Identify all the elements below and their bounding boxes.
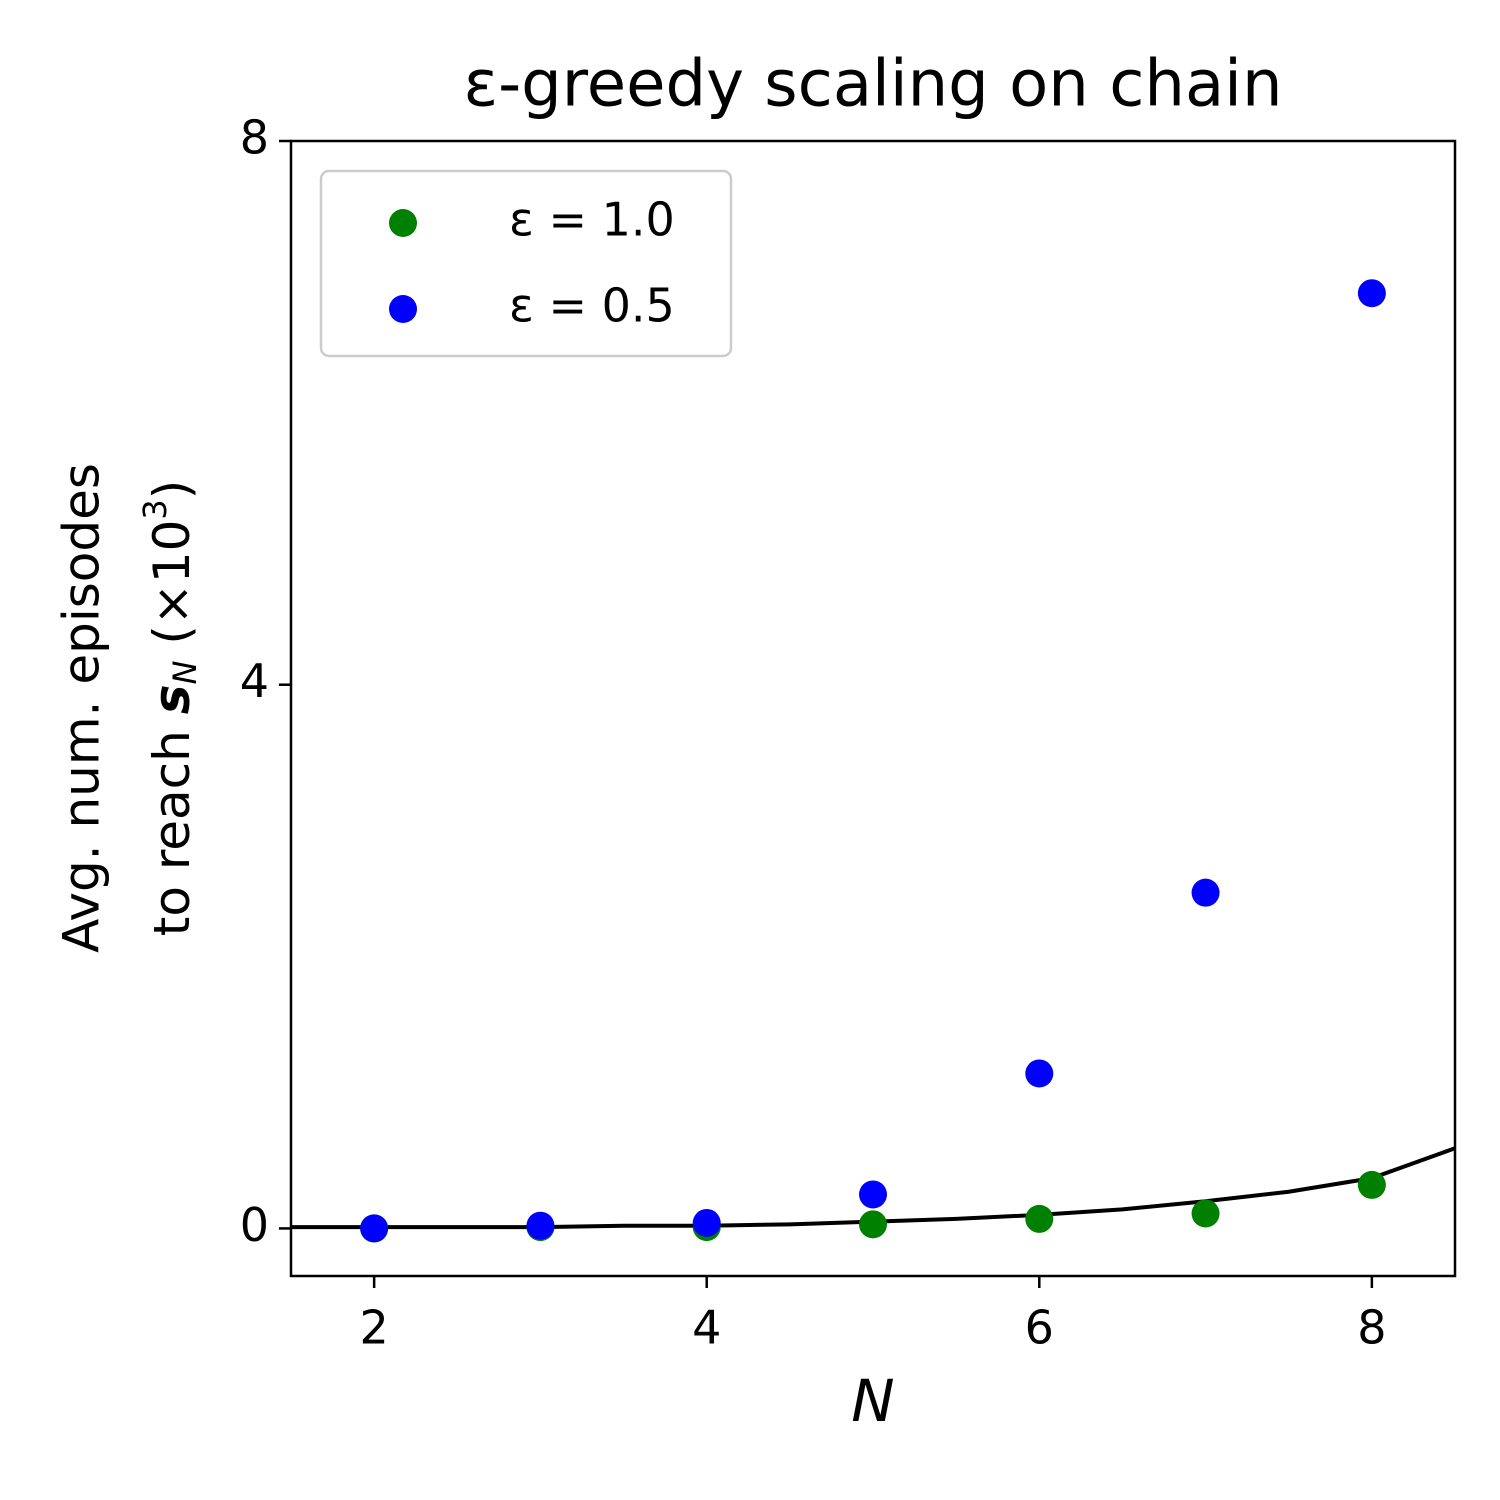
scatter-point [1025, 1059, 1054, 1088]
y-label-part: ) [143, 480, 201, 500]
y-label-part: s [143, 684, 201, 714]
x-axis-label: N [851, 1367, 894, 1435]
x-tick-label: 6 [1025, 1301, 1054, 1355]
scatter-point [360, 1214, 389, 1243]
legend-label: ε = 0.5 [509, 279, 675, 333]
x-tick-label: 4 [692, 1301, 721, 1355]
y-label-part: N [166, 660, 204, 684]
legend-box [319, 169, 733, 358]
legend-label: ε = 1.0 [509, 193, 675, 247]
scatter-point [859, 1180, 887, 1209]
scatter-point [859, 1210, 887, 1239]
scatter-point [1191, 1199, 1220, 1228]
y-tick-label: 8 [240, 111, 269, 165]
scatter-point [1191, 878, 1220, 907]
scatter-point [1357, 279, 1386, 308]
y-tick-label: 4 [240, 654, 269, 708]
x-tick-label: 8 [1357, 1301, 1386, 1355]
legend-marker [389, 209, 417, 237]
y-label-line: to reach sN (×103) [136, 480, 204, 937]
chart-title: ε-greedy scaling on chain [463, 48, 1282, 122]
scatter-point [1025, 1204, 1054, 1233]
x-tick-label: 2 [360, 1301, 389, 1355]
y-label-part: (×10 [143, 520, 201, 661]
scatter-point [692, 1208, 721, 1237]
y-label-part: to reach [143, 714, 201, 936]
y-label-line: Avg. num. episodes [53, 463, 111, 953]
plot-frame [289, 139, 1457, 1278]
scatter-point [1357, 1170, 1386, 1199]
y-label-part: 3 [136, 499, 174, 519]
plot-area [291, 279, 1455, 1243]
scatter-point [526, 1211, 555, 1240]
y-axis-label: Avg. num. episodes to reach sN (×103) [53, 463, 205, 953]
y-tick-label: 0 [240, 1198, 269, 1252]
legend-marker [389, 295, 417, 323]
